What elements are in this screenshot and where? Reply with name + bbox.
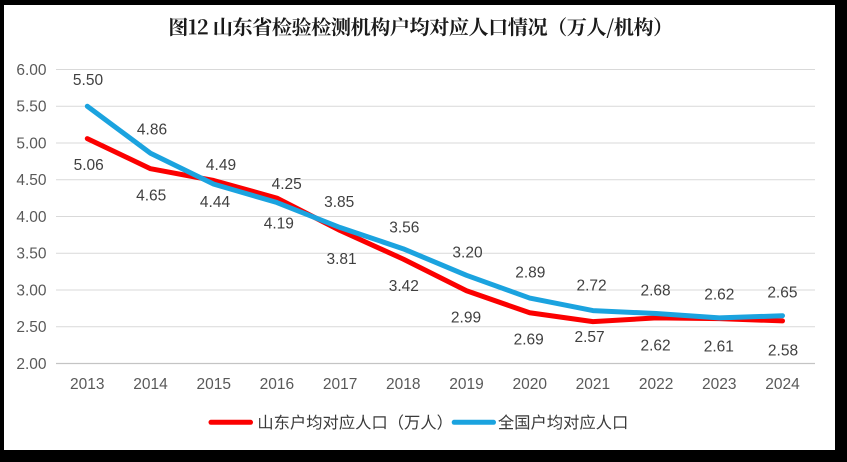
svg-text:2.68: 2.68	[641, 283, 671, 300]
svg-text:4.44: 4.44	[200, 194, 231, 211]
svg-text:4.49: 4.49	[206, 157, 236, 174]
svg-text:2.00: 2.00	[16, 356, 47, 373]
svg-text:4.19: 4.19	[264, 216, 294, 233]
svg-text:5.50: 5.50	[73, 72, 104, 89]
svg-text:4.86: 4.86	[137, 121, 167, 138]
svg-text:2.89: 2.89	[515, 265, 545, 282]
svg-text:2015: 2015	[196, 376, 230, 393]
svg-text:3.81: 3.81	[327, 251, 357, 268]
svg-text:4.00: 4.00	[16, 209, 47, 226]
svg-text:2021: 2021	[576, 376, 610, 393]
svg-text:2.62: 2.62	[641, 337, 671, 354]
svg-text:5.50: 5.50	[16, 99, 47, 116]
svg-text:2013: 2013	[70, 376, 104, 393]
svg-text:2.65: 2.65	[767, 284, 797, 301]
svg-text:2016: 2016	[260, 376, 294, 393]
svg-text:2.61: 2.61	[704, 338, 734, 355]
svg-text:4.50: 4.50	[16, 172, 47, 189]
svg-text:2024: 2024	[765, 376, 800, 393]
svg-text:3.20: 3.20	[452, 244, 483, 261]
svg-text:2023: 2023	[702, 376, 736, 393]
svg-text:2014: 2014	[133, 376, 168, 393]
svg-text:4.65: 4.65	[136, 188, 166, 205]
svg-text:2.99: 2.99	[451, 309, 481, 326]
svg-text:3.50: 3.50	[16, 246, 47, 263]
svg-text:3.56: 3.56	[389, 220, 419, 237]
svg-text:2020: 2020	[512, 376, 547, 393]
svg-text:2022: 2022	[639, 376, 673, 393]
svg-text:2.62: 2.62	[704, 287, 734, 304]
svg-text:3.42: 3.42	[389, 278, 419, 295]
svg-text:2019: 2019	[449, 376, 483, 393]
svg-text:2017: 2017	[323, 376, 357, 393]
svg-text:5.00: 5.00	[16, 135, 47, 152]
svg-text:2018: 2018	[386, 376, 420, 393]
svg-text:2.57: 2.57	[575, 329, 605, 346]
svg-text:2.72: 2.72	[577, 278, 607, 295]
svg-text:2.58: 2.58	[768, 342, 798, 359]
svg-text:6.00: 6.00	[16, 62, 47, 79]
svg-text:2.50: 2.50	[16, 319, 47, 336]
svg-text:4.25: 4.25	[272, 176, 302, 193]
svg-text:2.69: 2.69	[514, 331, 544, 348]
svg-text:5.06: 5.06	[74, 157, 104, 174]
svg-text:3.85: 3.85	[324, 194, 354, 211]
svg-text:3.00: 3.00	[16, 282, 47, 299]
